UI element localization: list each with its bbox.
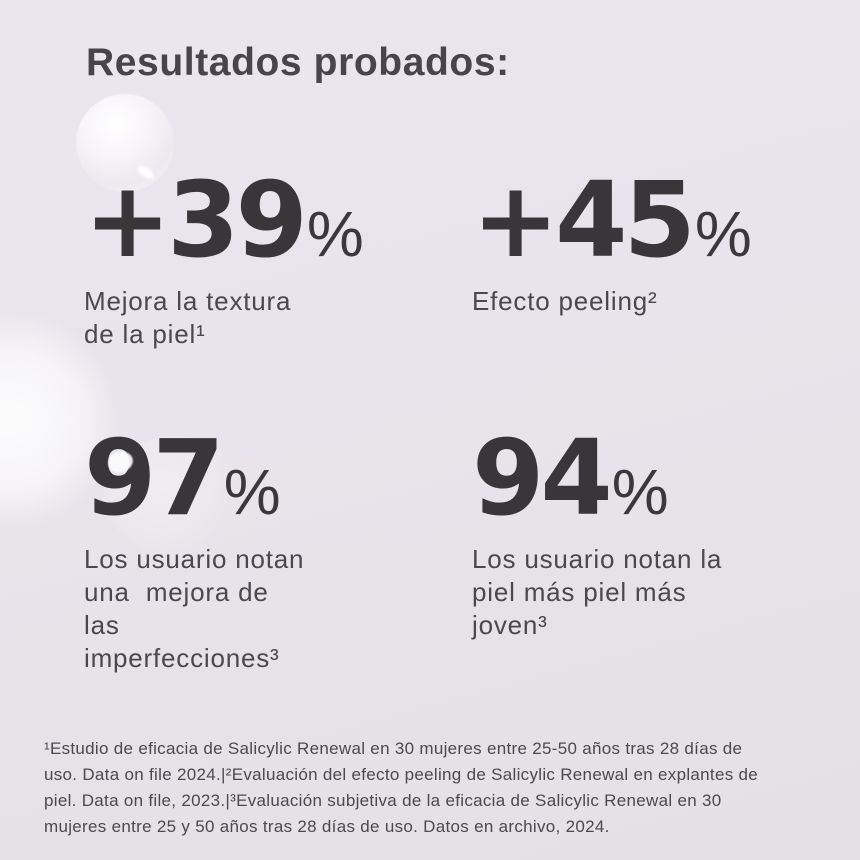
percent-sign: %	[694, 198, 752, 270]
stat-card-imperfections: 97% Los usuario notan una mejora de las …	[84, 426, 304, 675]
stat-caption-line: Mejora la textura	[84, 286, 292, 316]
percent-sign: %	[306, 198, 364, 270]
percent-sign: %	[611, 456, 669, 528]
footnote-line: ¹Estudio de eficacia de Salicylic Renewa…	[44, 739, 743, 758]
stat-card-texture: +39% Mejora la textura de la piel¹	[84, 168, 364, 351]
stat-caption-line: una mejora de	[84, 577, 269, 607]
stat-caption-line: imperfecciones³	[84, 643, 280, 673]
stat-caption-line: Efecto peeling²	[472, 286, 658, 316]
stat-card-peeling: +45% Efecto peeling²	[472, 168, 752, 318]
stat-caption-line: las	[84, 610, 120, 640]
stat-caption-line: Los usuario notan la	[472, 544, 723, 574]
stat-caption: Mejora la textura de la piel¹	[84, 285, 364, 351]
stat-value: 97%	[84, 426, 304, 530]
stat-caption-line: piel más piel más	[472, 577, 687, 607]
stat-value-number: 97	[84, 417, 225, 539]
stat-caption-line: Los usuario notan	[84, 544, 305, 574]
footnotes: ¹Estudio de eficacia de Salicylic Renewa…	[44, 736, 758, 840]
footnote-line: mujeres entre 25 y 50 años tras 28 días …	[44, 817, 610, 836]
stat-caption: Efecto peeling²	[472, 285, 752, 318]
footnote-line: piel. Data on file, 2023.|³Evaluación su…	[44, 791, 722, 810]
stat-caption-line: joven³	[472, 610, 548, 640]
stat-caption: Los usuario notan la piel más piel más j…	[472, 543, 722, 642]
stat-value-number: +45	[472, 159, 696, 281]
page-title: Resultados probados:	[86, 41, 510, 84]
stat-value-number: +39	[84, 159, 308, 281]
percent-sign: %	[223, 456, 281, 528]
stat-value-number: 94	[472, 417, 613, 539]
stat-caption: Los usuario notan una mejora de las impe…	[84, 543, 304, 675]
stat-caption-line: de la piel¹	[84, 319, 206, 349]
footnote-line: uso. Data on file 2024.|²Evaluación del …	[44, 765, 759, 784]
stat-value: 94%	[472, 426, 722, 530]
stat-value: +39%	[84, 168, 364, 272]
stat-value: +45%	[472, 168, 752, 272]
stat-card-younger-skin: 94% Los usuario notan la piel más piel m…	[472, 426, 722, 642]
